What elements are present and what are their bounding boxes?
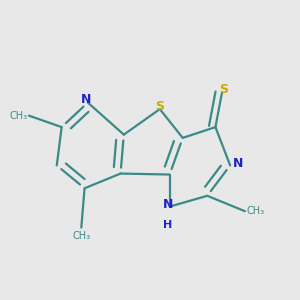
Text: CH₃: CH₃ — [247, 206, 265, 216]
Text: S: S — [219, 83, 228, 96]
Text: N: N — [163, 199, 173, 212]
Text: N: N — [233, 157, 244, 170]
Text: N: N — [81, 93, 92, 106]
Text: CH₃: CH₃ — [72, 231, 90, 241]
Text: CH₃: CH₃ — [9, 111, 27, 121]
Text: H: H — [164, 220, 172, 230]
Text: S: S — [155, 100, 164, 113]
